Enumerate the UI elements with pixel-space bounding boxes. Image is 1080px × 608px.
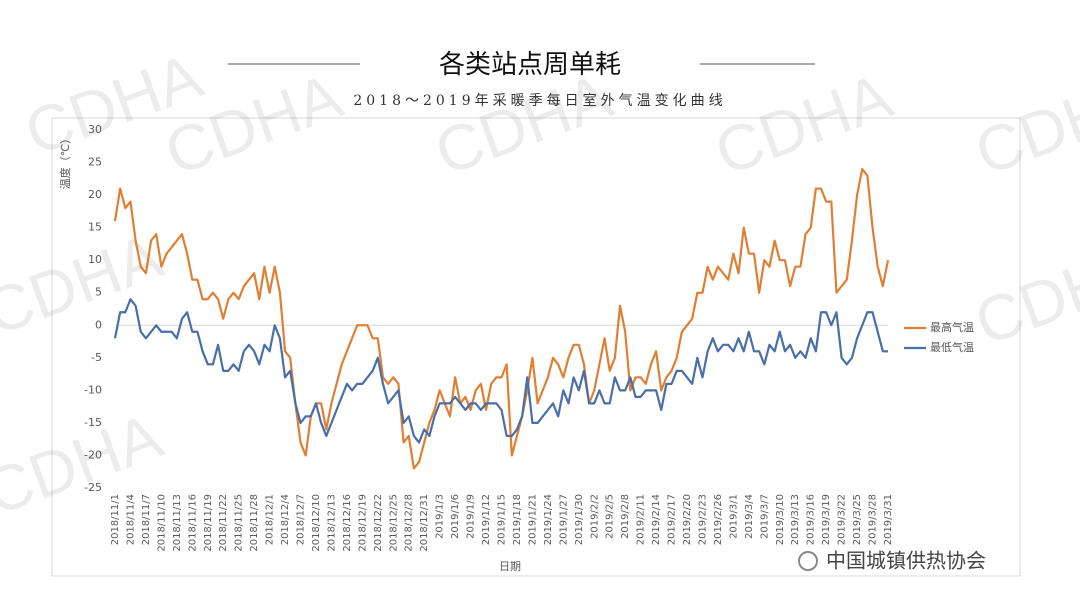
x-tick-label: 2018/11/13 xyxy=(172,494,183,552)
y-tick-label: -15 xyxy=(84,416,102,429)
x-tick-label: 2019/3/25 xyxy=(852,494,863,545)
x-tick-label: 2018/11/10 xyxy=(156,494,167,552)
watermark: CDHA xyxy=(0,219,171,349)
x-tick-label: 2018/11/7 xyxy=(141,494,152,545)
x-tick-label: 2018/11/25 xyxy=(234,494,245,552)
y-tick-label: 15 xyxy=(88,221,102,234)
x-tick-label: 2019/2/14 xyxy=(651,494,662,545)
x-tick-label: 2019/3/19 xyxy=(821,494,832,545)
chart-title: 各类站点周单耗 xyxy=(439,50,621,80)
y-tick-label: -10 xyxy=(84,383,102,396)
chart-frame xyxy=(51,117,1021,577)
legend-label: 最低气温 xyxy=(930,340,974,354)
x-tick-label: 2018/12/1 xyxy=(265,494,276,545)
y-tick-label: -5 xyxy=(91,351,102,364)
x-tick-label: 2019/2/8 xyxy=(620,494,631,539)
y-axis-label: 温度（℃） xyxy=(58,133,72,189)
series-line xyxy=(113,167,890,470)
x-tick-label: 2019/1/27 xyxy=(558,494,569,545)
legend-label: 最高气温 xyxy=(930,320,974,334)
x-tick-label: 2019/2/23 xyxy=(697,494,708,545)
x-tick-label: 2019/3/13 xyxy=(790,494,801,545)
x-tick-label: 2018/12/28 xyxy=(404,494,415,552)
x-tick-label: 2019/1/24 xyxy=(543,494,554,545)
watermark: CDHA xyxy=(966,229,1080,359)
x-tick-label: 2019/1/6 xyxy=(450,494,461,539)
x-tick-label: 2018/12/10 xyxy=(311,494,322,552)
y-tick-label: 10 xyxy=(88,253,102,266)
x-tick-label: 2019/3/28 xyxy=(868,494,879,545)
x-tick-label: 2019/2/20 xyxy=(682,494,693,545)
x-tick-label: 2018/12/16 xyxy=(342,494,353,552)
y-tick-label: 0 xyxy=(95,318,102,331)
y-tick-label: -25 xyxy=(84,481,102,494)
x-axis-label: 日期 xyxy=(499,560,521,573)
x-tick-label: 2018/11/4 xyxy=(125,494,136,545)
x-tick-label: 2019/3/4 xyxy=(744,494,755,539)
series-line xyxy=(113,298,888,444)
watermark: CDHA xyxy=(966,59,1080,189)
x-tick-label: 2019/1/21 xyxy=(527,494,538,545)
chart-subtitle: 2018～2019年采暖季每日室外气温变化曲线 xyxy=(353,92,726,109)
x-tick-label: 2019/1/3 xyxy=(435,494,446,539)
x-tick-label: 2018/12/13 xyxy=(326,494,337,552)
x-tick-label: 2018/11/16 xyxy=(187,494,198,552)
badge-icon xyxy=(798,551,818,571)
x-tick-label: 2018/12/22 xyxy=(373,494,384,552)
y-tick-label: 20 xyxy=(88,188,102,201)
y-tick-label: 30 xyxy=(88,123,102,136)
x-tick-label: 2019/1/30 xyxy=(574,494,585,545)
source-badge: 中国城镇供热协会 xyxy=(798,549,986,573)
x-tick-label: 2019/2/11 xyxy=(636,494,647,545)
x-tick-label: 2018/11/22 xyxy=(218,494,229,552)
y-tick-label: 5 xyxy=(95,286,102,299)
x-tick-label: 2019/1/15 xyxy=(497,494,508,545)
x-tick-label: 2019/1/12 xyxy=(481,494,492,545)
x-tick-label: 2018/12/25 xyxy=(388,494,399,552)
x-tick-label: 2019/2/2 xyxy=(589,494,600,539)
y-tick-label: 25 xyxy=(88,156,102,169)
y-tick-label: -20 xyxy=(84,448,102,461)
x-tick-label: 2019/2/5 xyxy=(605,494,616,539)
x-tick-label: 2019/3/7 xyxy=(759,494,770,539)
x-tick-label: 2018/12/7 xyxy=(296,494,307,545)
x-tick-label: 2018/11/1 xyxy=(110,494,121,545)
x-tick-label: 2018/12/31 xyxy=(419,494,430,552)
x-tick-label: 2019/2/17 xyxy=(667,494,678,545)
source-text: 中国城镇供热协会 xyxy=(826,549,986,573)
x-tick-label: 2019/1/18 xyxy=(512,494,523,545)
x-tick-label: 2018/11/28 xyxy=(249,494,260,552)
x-tick-label: 2018/12/19 xyxy=(357,494,368,552)
x-tick-label: 2019/3/1 xyxy=(728,494,739,539)
x-tick-label: 2019/3/31 xyxy=(883,494,894,545)
x-tick-label: 2018/11/19 xyxy=(203,494,214,552)
x-tick-label: 2019/3/10 xyxy=(775,494,786,545)
x-tick-label: 2019/3/22 xyxy=(837,494,848,545)
x-tick-label: 2019/2/26 xyxy=(713,494,724,545)
x-tick-label: 2019/1/9 xyxy=(466,494,477,539)
watermark: CDHA xyxy=(706,59,901,189)
x-tick-label: 2019/3/16 xyxy=(806,494,817,545)
x-tick-label: 2018/12/4 xyxy=(280,494,291,545)
